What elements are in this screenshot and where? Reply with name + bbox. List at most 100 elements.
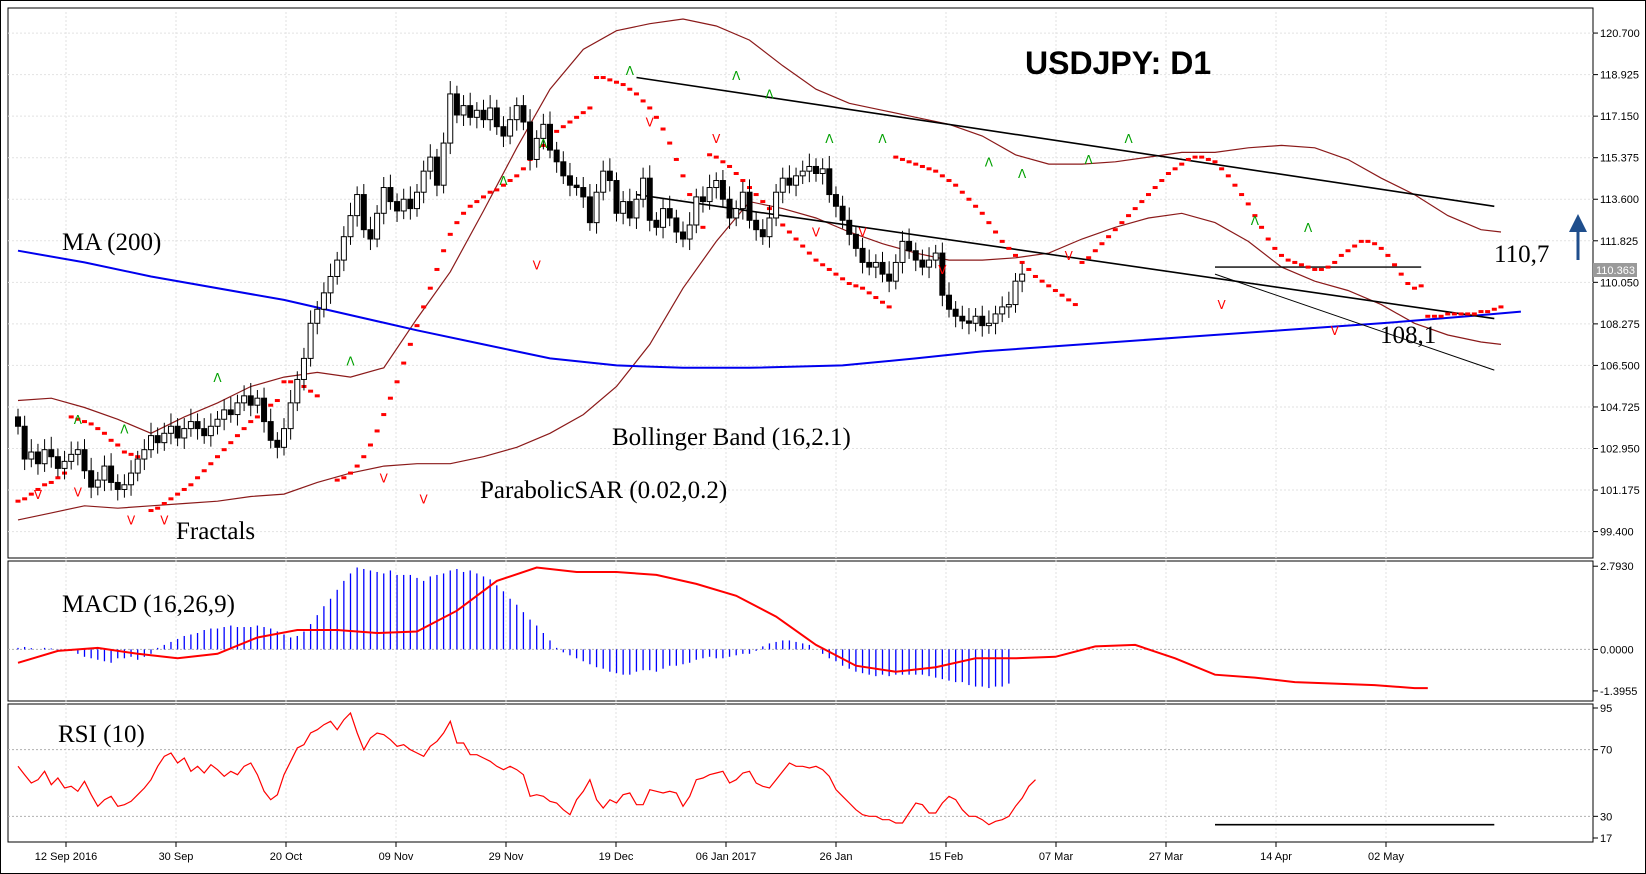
candle-body bbox=[94, 479, 101, 488]
candle-body bbox=[899, 240, 906, 263]
psar-dot bbox=[394, 380, 400, 384]
candle-body bbox=[746, 191, 753, 221]
psar-dot bbox=[567, 120, 573, 124]
psar-dot bbox=[873, 296, 879, 300]
psar-dot bbox=[1219, 167, 1225, 171]
psar-dot bbox=[939, 174, 945, 178]
psar-dot bbox=[733, 171, 739, 175]
psar-dot bbox=[580, 111, 586, 115]
psar-dot bbox=[1239, 193, 1245, 197]
psar-dot bbox=[1345, 249, 1351, 253]
psar-dot bbox=[600, 76, 606, 80]
candle-body bbox=[347, 215, 354, 238]
psar-dot bbox=[308, 389, 314, 393]
psar-dot bbox=[786, 230, 792, 234]
psar-dot bbox=[507, 179, 513, 183]
candle-body bbox=[420, 170, 427, 193]
candle-body bbox=[573, 184, 580, 189]
candle-body bbox=[148, 435, 154, 451]
psar-dot bbox=[1285, 258, 1291, 262]
psar-dot bbox=[407, 342, 413, 346]
psar-dot bbox=[208, 462, 214, 466]
candle-body bbox=[380, 187, 387, 214]
psar-dot bbox=[1418, 284, 1424, 288]
psar-dot bbox=[427, 286, 433, 290]
psar-dot bbox=[587, 106, 593, 110]
psar-dot bbox=[494, 188, 500, 192]
candle-body bbox=[992, 313, 999, 324]
candle-body bbox=[28, 451, 35, 460]
candle-body bbox=[626, 201, 633, 219]
candle-body bbox=[972, 315, 979, 324]
psar-dot bbox=[607, 78, 613, 82]
candle-body bbox=[1005, 304, 1012, 308]
price-tick-label: 118.925 bbox=[1600, 70, 1639, 82]
candle-body bbox=[234, 402, 241, 416]
fractal-up-marker: Λ bbox=[346, 354, 355, 368]
psar-dot bbox=[95, 427, 101, 431]
candle-body bbox=[686, 224, 693, 240]
psar-dot bbox=[1491, 307, 1497, 311]
fractal-up-marker: Λ bbox=[1304, 221, 1313, 235]
candle-body bbox=[706, 187, 713, 203]
psar-dot bbox=[1092, 249, 1098, 253]
macd-label: MACD (16,26,9) bbox=[62, 591, 235, 618]
fractal-up-marker: Λ bbox=[1085, 153, 1094, 167]
psar-dot bbox=[1498, 305, 1504, 309]
psar-dot bbox=[574, 115, 580, 119]
candle-body bbox=[114, 481, 121, 490]
psar-dot bbox=[215, 455, 220, 459]
candle-body bbox=[653, 219, 660, 228]
price-tick-label: 104.725 bbox=[1600, 402, 1640, 414]
psar-dot bbox=[633, 92, 639, 96]
candle-body bbox=[121, 484, 128, 490]
psar-dot bbox=[999, 239, 1005, 243]
psar-dot bbox=[241, 427, 247, 431]
psar-dot bbox=[740, 179, 746, 183]
fractal-down-marker: V bbox=[1331, 324, 1340, 338]
candle-body bbox=[586, 196, 593, 224]
psar-dot bbox=[1159, 179, 1165, 183]
target-label: 110,7 bbox=[1494, 241, 1549, 268]
psar-dot bbox=[1392, 263, 1398, 267]
time-tick-label: 07 Mar bbox=[1039, 851, 1074, 863]
candle-body bbox=[819, 168, 826, 174]
psar-dot bbox=[1312, 267, 1318, 271]
candle-body bbox=[167, 425, 174, 434]
ma200-line bbox=[17, 249, 1521, 369]
psar-dot bbox=[1358, 239, 1364, 243]
candle-body bbox=[826, 168, 833, 196]
macd-series-layer bbox=[17, 566, 1428, 690]
candle-body bbox=[680, 231, 686, 240]
candle-body bbox=[433, 156, 440, 186]
candle-body bbox=[360, 194, 367, 231]
candle-body bbox=[859, 247, 866, 263]
psar-dot bbox=[354, 464, 360, 468]
candle-body bbox=[161, 432, 168, 444]
psar-dot bbox=[201, 469, 207, 473]
psar-dot bbox=[933, 169, 939, 173]
psar-dot bbox=[15, 499, 21, 503]
psar-dot bbox=[55, 476, 61, 480]
rsi-line bbox=[17, 711, 1036, 826]
psar-dot bbox=[387, 396, 393, 400]
psar-dot bbox=[520, 167, 526, 171]
psar-dot bbox=[560, 125, 566, 129]
chart-title: USDJPY: D1 bbox=[1025, 45, 1211, 81]
psar-dot bbox=[1152, 186, 1158, 190]
fractal-up-marker: Λ bbox=[1124, 132, 1133, 146]
fractal-up-marker: Λ bbox=[732, 69, 741, 83]
psar-dot bbox=[1172, 167, 1178, 171]
candle-body bbox=[128, 472, 135, 486]
fractal-down-marker: V bbox=[127, 514, 136, 528]
psar-dot bbox=[1438, 314, 1444, 318]
candle-body bbox=[699, 196, 706, 203]
fractal-up-marker: Λ bbox=[74, 413, 83, 427]
psar-dot bbox=[1106, 235, 1112, 239]
psar-dot bbox=[500, 183, 506, 187]
price-tick-label: 102.950 bbox=[1600, 444, 1640, 456]
candle-body bbox=[254, 397, 261, 406]
fractal-up-marker: Λ bbox=[539, 137, 548, 151]
psar-dot bbox=[1471, 312, 1477, 316]
candle-body bbox=[81, 449, 88, 472]
